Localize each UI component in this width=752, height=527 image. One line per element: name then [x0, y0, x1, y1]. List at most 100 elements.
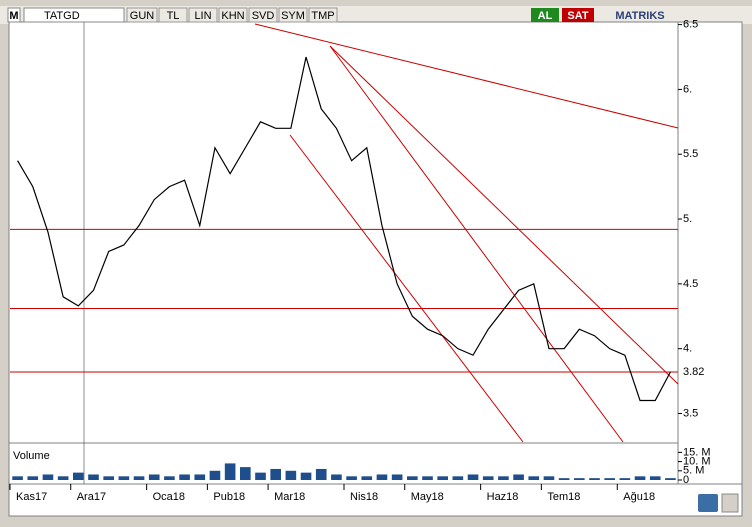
x-tick-label: Haz18 — [487, 491, 519, 503]
y-tick-label: 10. M — [683, 455, 711, 467]
x-tick-label: Nis18 — [350, 491, 378, 503]
toolbar-button[interactable] — [278, 7, 308, 23]
y-tick-label: 15. M — [683, 446, 711, 458]
trend-line — [254, 23, 679, 129]
toolbar-button[interactable] — [126, 7, 158, 23]
volume-bar — [27, 476, 39, 480]
sell-button[interactable] — [562, 8, 594, 22]
volume-bar — [179, 474, 190, 480]
volume-bar — [255, 472, 266, 480]
volume-bar — [589, 478, 600, 480]
volume-bar — [361, 476, 373, 480]
volume-bar — [42, 474, 54, 480]
trend-line — [289, 134, 524, 443]
trend-lines — [254, 23, 679, 443]
volume-bar — [270, 468, 281, 480]
brand: MATRIKS — [615, 10, 664, 22]
toolbar-button[interactable] — [248, 7, 278, 23]
volume-bar — [391, 474, 403, 480]
volume-bar — [543, 476, 555, 480]
toolbar-button[interactable] — [308, 7, 338, 23]
menu-button[interactable] — [721, 493, 739, 513]
x-tick-label: Kas17 — [16, 491, 47, 503]
toolbar-button-label: KHN — [221, 10, 244, 22]
volume-bar — [467, 474, 479, 480]
volume-bar — [73, 472, 84, 480]
volume-bar — [498, 476, 509, 480]
buy-button[interactable] — [531, 8, 559, 22]
logo-text: M — [9, 10, 18, 22]
volume-bar — [209, 470, 221, 480]
volume-title: Volume — [13, 450, 50, 462]
y-tick-label: 6.5 — [683, 18, 698, 30]
symbol: TATGD — [44, 10, 80, 22]
sell-label: SAT — [567, 10, 588, 22]
volume-bar — [194, 474, 206, 480]
trend-line — [329, 45, 624, 443]
volume-bar — [558, 478, 570, 480]
x-tick-label: May18 — [411, 491, 444, 503]
volume-bar — [118, 476, 130, 480]
x-tick-label: Pub18 — [213, 491, 245, 503]
buy-label: AL — [538, 10, 553, 22]
volume-bar — [12, 476, 23, 480]
volume-bar — [148, 474, 160, 480]
x-tick-label: Mar18 — [274, 491, 305, 503]
toolbar-button[interactable] — [218, 7, 248, 23]
volume-bar — [88, 474, 99, 480]
volume-bar — [331, 474, 342, 480]
volume-bar — [57, 476, 69, 480]
last-price-label: 3.82 — [683, 366, 704, 378]
y-tick-label: 0 — [683, 474, 689, 486]
volume-bar — [376, 474, 388, 480]
toolbar-button[interactable] — [188, 7, 218, 23]
volume-bar — [224, 463, 236, 480]
x-tick-label: Ağu18 — [623, 491, 655, 503]
y-tick-label: 5. M — [683, 465, 704, 477]
volume-bar — [315, 468, 327, 480]
volume-bar — [300, 472, 312, 480]
volume-bar — [285, 470, 297, 480]
volume-bar — [513, 474, 524, 480]
logo — [7, 7, 21, 23]
toolbar-button-label: TMP — [311, 10, 334, 22]
y-tick-label: 5.5 — [683, 148, 698, 160]
volume-bar — [604, 478, 615, 480]
y-tick-label: 4.5 — [683, 278, 698, 290]
symbol-box[interactable] — [23, 7, 125, 23]
volume-bar — [407, 476, 418, 480]
toolbar-button-label: LIN — [194, 10, 211, 22]
volume-bar — [133, 476, 145, 480]
volume-bar — [649, 476, 661, 480]
toolbar-button-label: TL — [167, 10, 180, 22]
volume-bar — [164, 476, 175, 480]
volume-bar — [437, 476, 448, 480]
volume-bar — [103, 476, 114, 480]
volume-bar — [634, 476, 646, 480]
y-tick-label: 3.5 — [683, 407, 698, 419]
refresh-button[interactable] — [698, 494, 718, 512]
volume-bar — [665, 478, 676, 480]
toolbar-button-label: GUN — [130, 10, 155, 22]
volume-bar — [482, 476, 494, 480]
x-tick-label: Tem18 — [547, 491, 580, 503]
chart-area — [8, 21, 743, 517]
volume-bar — [422, 476, 433, 480]
price-line — [17, 56, 671, 402]
x-tick-label: Ara17 — [77, 491, 106, 503]
volume-bar — [240, 467, 251, 480]
volume-bar — [619, 478, 631, 480]
y-tick-label: 4. — [683, 343, 692, 355]
trend-line — [329, 45, 679, 385]
toolbar-button-label: SVD — [252, 10, 275, 22]
volume-bar — [452, 476, 464, 480]
volume-bar — [346, 476, 357, 480]
y-tick-label: 6. — [683, 83, 692, 95]
toolbar-button[interactable] — [158, 7, 188, 23]
y-tick-label: 5. — [683, 213, 692, 225]
volume-bar — [574, 478, 585, 480]
x-tick-label: Oca18 — [153, 491, 185, 503]
volume-bar — [528, 476, 540, 480]
